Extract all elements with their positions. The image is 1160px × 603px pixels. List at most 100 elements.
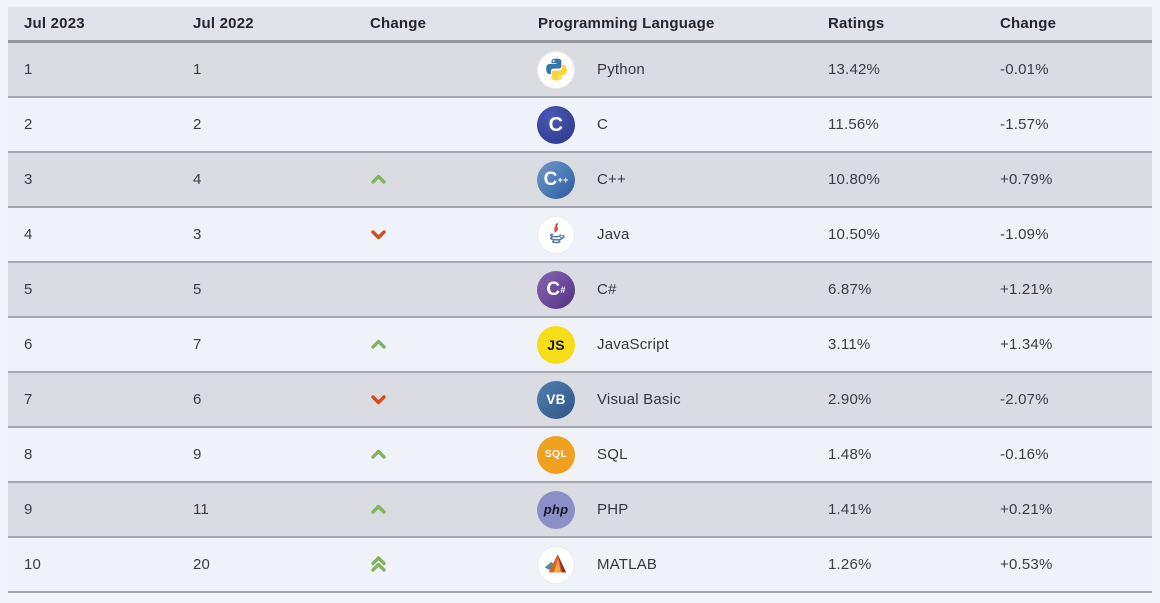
language-name: JavaScript [597, 336, 670, 353]
language-cell: C ++ C++ [530, 160, 820, 199]
language-cell: VB Visual Basic [530, 380, 820, 419]
rating-change: -1.09% [1000, 226, 1049, 243]
rank-2023: 7 [24, 391, 33, 408]
rank-up-chevron-icon [370, 174, 387, 185]
sql-icon: SQL [537, 435, 575, 474]
table-body: 1 1 Python 13.42% -0.01% 2 2 C C 11.56% … [8, 43, 1152, 593]
col-header-jul-2023: Jul 2023 [24, 15, 85, 32]
table-row: 3 4 C ++ C++ 10.80% +0.79% [8, 153, 1152, 208]
table-row: 10 20 MATLAB 1.26% +0.53% [8, 538, 1152, 593]
rating-change: +0.79% [1000, 171, 1053, 188]
language-name: Visual Basic [597, 391, 681, 408]
rating-value: 1.41% [828, 501, 872, 518]
language-cell: C C [530, 105, 820, 144]
rating-value: 1.26% [828, 556, 872, 573]
rank-2023: 10 [24, 556, 42, 573]
java-icon [537, 215, 575, 254]
rank-2023: 2 [24, 116, 33, 133]
language-name: C [597, 116, 609, 133]
rank-up-chevron-icon [370, 504, 387, 515]
rating-change: +0.21% [1000, 501, 1053, 518]
rank-change-cell [362, 556, 530, 573]
language-name: PHP [597, 501, 629, 518]
table-row: 4 3 Java 10.50% -1.09% [8, 208, 1152, 263]
rank-2023: 9 [24, 501, 33, 518]
rating-change: -0.01% [1000, 61, 1049, 78]
rating-change: +0.53% [1000, 556, 1053, 573]
rating-change: -2.07% [1000, 391, 1049, 408]
rating-change: +1.34% [1000, 336, 1053, 353]
rating-value: 6.87% [828, 281, 872, 298]
language-name: SQL [597, 446, 628, 463]
language-cell: SQL SQL [530, 435, 820, 474]
rank-2023: 5 [24, 281, 33, 298]
rank-down-chevron-icon [370, 229, 387, 240]
rank-change-cell [362, 339, 530, 350]
table-row: 2 2 C C 11.56% -1.57% [8, 98, 1152, 153]
rating-value: 3.11% [828, 336, 871, 353]
rank-2022: 7 [193, 336, 202, 353]
rank-2022: 2 [193, 116, 202, 133]
col-header-jul-2022: Jul 2022 [193, 15, 254, 32]
python-icon [537, 50, 575, 89]
rating-change: +1.21% [1000, 281, 1053, 298]
language-cell: Java [530, 215, 820, 254]
rank-change-cell [362, 504, 530, 515]
c-icon: C [537, 105, 575, 144]
csharp-icon: C # [537, 270, 575, 309]
rank-2022: 9 [193, 446, 202, 463]
rank-2022: 5 [193, 281, 202, 298]
rating-value: 2.90% [828, 391, 872, 408]
language-name: MATLAB [597, 556, 658, 573]
col-header-change-rank: Change [370, 15, 427, 32]
rank-change-cell [362, 174, 530, 185]
table-header: Jul 2023 Jul 2022 Change Programming Lan… [8, 7, 1152, 43]
language-ranking-table: Jul 2023 Jul 2022 Change Programming Lan… [8, 7, 1152, 593]
table-row: 6 7 JS JavaScript 3.11% +1.34% [8, 318, 1152, 373]
language-name: C++ [597, 171, 626, 188]
language-cell: JS JavaScript [530, 325, 820, 364]
col-header-change-ratings: Change [1000, 15, 1057, 32]
rank-change-cell [362, 394, 530, 405]
rating-value: 10.80% [828, 171, 881, 188]
table-row: 8 9 SQL SQL 1.48% -0.16% [8, 428, 1152, 483]
language-name: C# [597, 281, 617, 298]
rank-2023: 8 [24, 446, 33, 463]
rank-change-cell [362, 449, 530, 460]
rating-change: -1.57% [1000, 116, 1049, 133]
rank-up-double-chevron-icon [370, 556, 387, 573]
language-name: Python [597, 61, 645, 78]
rank-2022: 4 [193, 171, 202, 188]
rank-2023: 4 [24, 226, 33, 243]
rank-2022: 3 [193, 226, 202, 243]
rank-2022: 1 [193, 61, 202, 78]
javascript-icon: JS [537, 325, 575, 364]
rating-value: 1.48% [828, 446, 872, 463]
cpp-icon: C ++ [537, 160, 575, 199]
rating-value: 11.56% [828, 116, 879, 133]
rank-2022: 6 [193, 391, 202, 408]
rank-2022: 11 [193, 501, 209, 518]
language-cell: php PHP [530, 490, 820, 529]
rank-up-chevron-icon [370, 339, 387, 350]
rank-change-cell [362, 229, 530, 240]
col-header-programming-language: Programming Language [538, 15, 715, 32]
rating-value: 10.50% [828, 226, 881, 243]
rating-value: 13.42% [828, 61, 881, 78]
language-cell: MATLAB [530, 545, 820, 584]
language-name: Java [597, 226, 630, 243]
rank-up-chevron-icon [370, 449, 387, 460]
table-row: 7 6 VB Visual Basic 2.90% -2.07% [8, 373, 1152, 428]
matlab-icon [537, 545, 575, 584]
php-icon: php [537, 490, 575, 529]
rank-2023: 3 [24, 171, 33, 188]
table-row: 9 11 php PHP 1.41% +0.21% [8, 483, 1152, 538]
language-cell: Python [530, 50, 820, 89]
language-cell: C # C# [530, 270, 820, 309]
table-row: 5 5 C # C# 6.87% +1.21% [8, 263, 1152, 318]
rank-2023: 1 [24, 61, 33, 78]
rank-down-chevron-icon [370, 394, 387, 405]
rank-2023: 6 [24, 336, 33, 353]
col-header-ratings: Ratings [828, 15, 885, 32]
rank-2022: 20 [193, 556, 211, 573]
